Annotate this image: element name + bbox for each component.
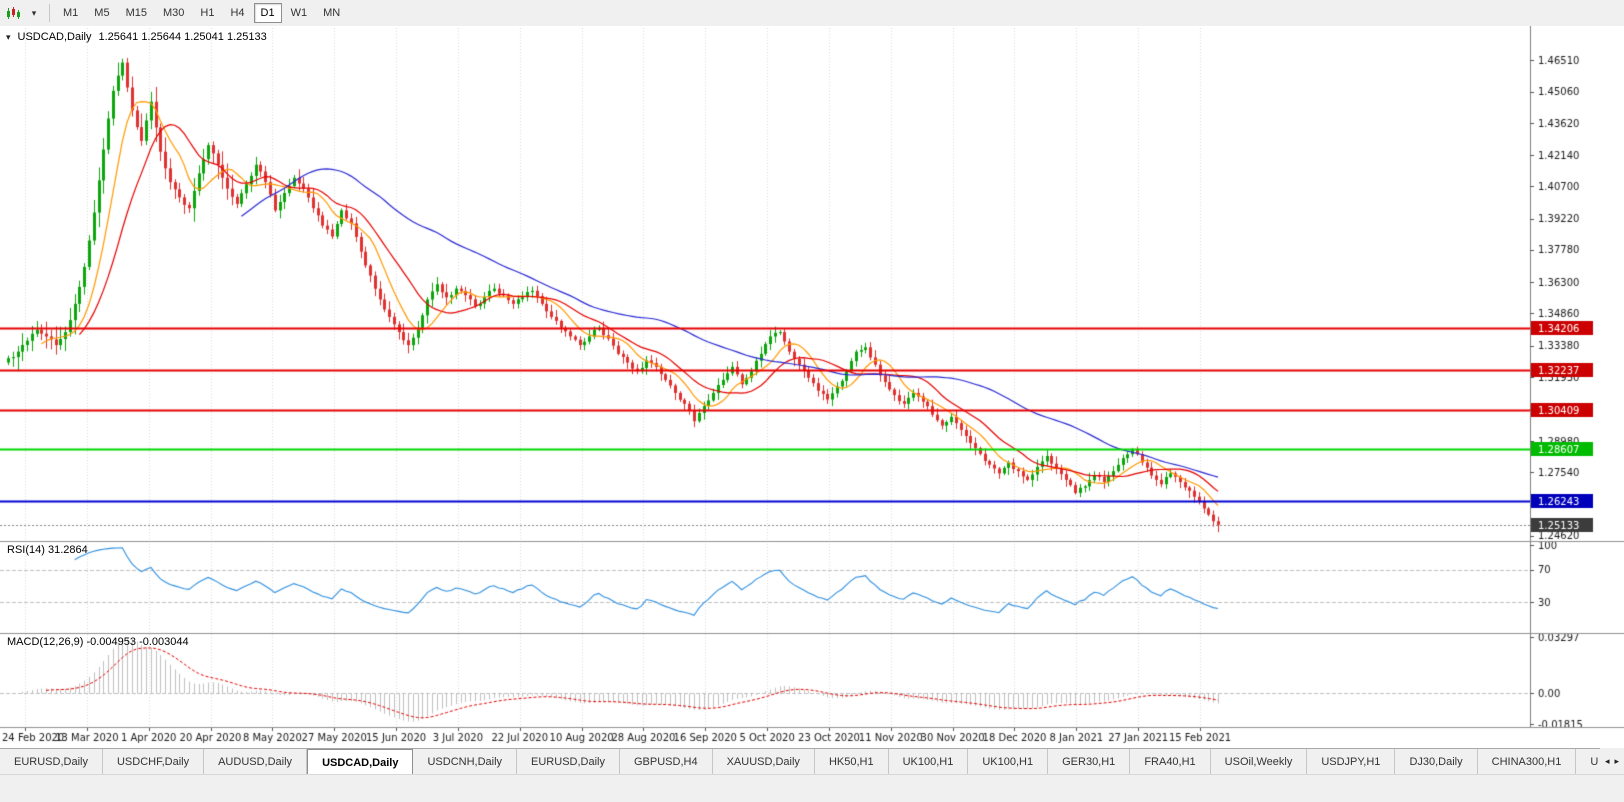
symbol-title: ▾ USDCAD,Daily 1.25641 1.25644 1.25041 1… [6,31,267,43]
timeframe-m1-button[interactable]: M1 [56,3,85,23]
symbol-name: USDCAD,Daily [17,31,92,43]
timeframe-m30-button[interactable]: M30 [156,3,191,23]
timeframe-toolbar: ▾ M1 M5 M15 M30 H1 H4 D1 W1 MN [0,0,1624,27]
tab-scroll-right-icon[interactable]: ▸ [1614,755,1619,766]
tab-usdcnh-daily[interactable]: USDCNH,Daily [413,749,518,775]
timeframe-mn-button[interactable]: MN [316,3,347,23]
timeframe-w1-button[interactable]: W1 [284,3,315,23]
tab-uk100-h1-2[interactable]: UK100,H1 [968,749,1049,775]
timeframe-h1-button[interactable]: H1 [193,3,221,23]
toolbar-separator [49,4,50,22]
timeframe-m15-button[interactable]: M15 [119,3,154,23]
rsi-indicator-label: RSI(14) 31.2864 [7,544,88,556]
tab-usdjpy-h1[interactable]: USDJPY,H1 [1307,749,1396,775]
tab-china300-h1[interactable]: CHINA300,H1 [1478,749,1577,775]
candlestick-chart-icon[interactable] [4,3,24,23]
macd-indicator-label: MACD(12,26,9) -0.004953 -0.003044 [7,636,189,648]
chart-tabs-bar: EURUSD,Daily USDCHF,Daily AUDUSD,Daily U… [0,748,1624,775]
tab-uk100-h1[interactable]: UK100,H1 [889,749,969,775]
tab-scroll-buttons: ◂ ▸ [1599,748,1624,774]
tab-scroll-left-icon[interactable]: ◂ [1604,755,1610,766]
tab-xauusd-daily[interactable]: XAUUSD,Daily [713,749,815,775]
tab-usdchf-daily[interactable]: USDCHF,Daily [103,749,205,775]
tab-dj30-daily[interactable]: DJ30,Daily [1395,749,1478,775]
tab-audusd-daily[interactable]: AUDUSD,Daily [204,749,308,775]
timeframe-d1-button[interactable]: D1 [253,3,282,23]
tab-eurusd-daily-2[interactable]: EURUSD,Daily [517,749,620,775]
tab-usoil-weekly[interactable]: USOil,Weekly [1211,749,1308,775]
tab-fra40-h1[interactable]: FRA40,H1 [1130,749,1211,775]
price-chart-canvas[interactable] [0,26,1624,748]
tab-eurusd-daily[interactable]: EURUSD,Daily [0,749,103,775]
tab-usdcad-daily[interactable]: USDCAD,Daily [307,749,414,775]
tab-gbpusd-h4[interactable]: GBPUSD,H4 [620,749,713,775]
bottom-strip [0,774,1624,802]
chart-symbol-icon: ▾ [6,31,11,42]
timeframe-h4-button[interactable]: H4 [223,3,251,23]
timeframe-m5-button[interactable]: M5 [87,3,116,23]
symbol-ohlc-values: 1.25641 1.25644 1.25041 1.25133 [98,31,267,43]
tab-ger30-h1[interactable]: GER30,H1 [1048,749,1131,775]
dropdown-arrow-icon[interactable]: ▾ [31,7,37,18]
tab-hk50-h1[interactable]: HK50,H1 [815,749,889,775]
